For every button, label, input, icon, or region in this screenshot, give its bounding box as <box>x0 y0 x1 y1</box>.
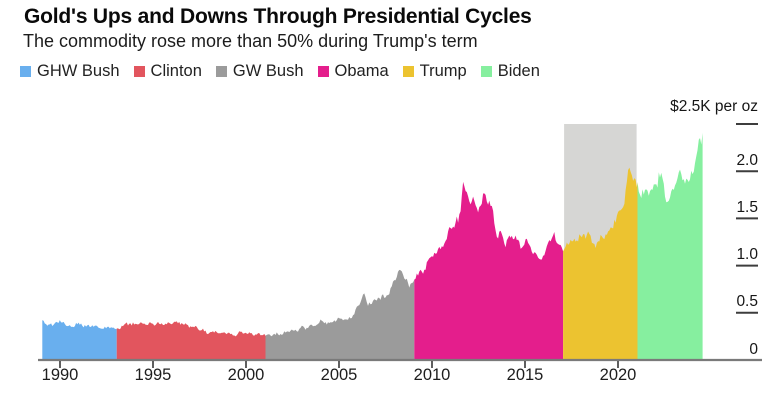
area-trump <box>563 167 638 360</box>
legend-item-trump: Trump <box>402 62 467 81</box>
x-tick-label: 1995 <box>134 366 172 384</box>
area-biden <box>637 132 703 360</box>
y-tick-label: 1.5 <box>736 198 758 216</box>
area-gw-bush <box>265 269 415 360</box>
x-tick-label: 2015 <box>506 366 544 384</box>
chart-title: Gold's Ups and Downs Through Presidentia… <box>24 5 532 28</box>
legend: GHW Bush Clinton GW Bush Obama Trump Biden <box>20 62 540 81</box>
legend-swatch-icon <box>215 66 227 77</box>
legend-swatch-icon <box>480 66 492 77</box>
legend-swatch-icon <box>402 66 414 77</box>
area-clinton <box>116 321 266 360</box>
legend-item-obama: Obama <box>317 62 389 81</box>
legend-swatch-icon <box>317 66 329 77</box>
legend-swatch-icon <box>20 66 31 77</box>
legend-label: Clinton <box>150 62 202 80</box>
legend-label: GHW Bush <box>37 62 120 80</box>
x-tick-label: 2020 <box>599 366 637 384</box>
x-tick-label: 2010 <box>413 366 451 384</box>
y-tick-label: 0 <box>749 340 758 358</box>
chart-subtitle: The commodity rose more than 50% during … <box>23 31 478 51</box>
area-obama <box>414 181 564 360</box>
legend-item-ghw-bush: GHW Bush <box>20 62 120 81</box>
y-tick-label: 1.0 <box>736 246 758 264</box>
y-tick-label: 2.0 <box>736 151 758 169</box>
legend-item-clinton: Clinton <box>133 62 202 81</box>
x-tick-label: 2005 <box>320 366 358 384</box>
x-tick-label: 2000 <box>227 366 265 384</box>
y-tick-label: 0.5 <box>736 293 758 311</box>
legend-label: Biden <box>497 62 540 80</box>
y-axis-unit-label: $2.5K per oz <box>670 98 758 115</box>
legend-item-biden: Biden <box>480 62 540 81</box>
legend-label: Trump <box>419 62 467 80</box>
legend-swatch-icon <box>133 66 145 77</box>
x-tick-label: 1990 <box>41 366 79 384</box>
legend-label: GW Bush <box>232 62 304 80</box>
area-ghw-bush <box>42 320 117 360</box>
legend-item-gw-bush: GW Bush <box>215 62 304 81</box>
legend-label: Obama <box>334 62 389 80</box>
